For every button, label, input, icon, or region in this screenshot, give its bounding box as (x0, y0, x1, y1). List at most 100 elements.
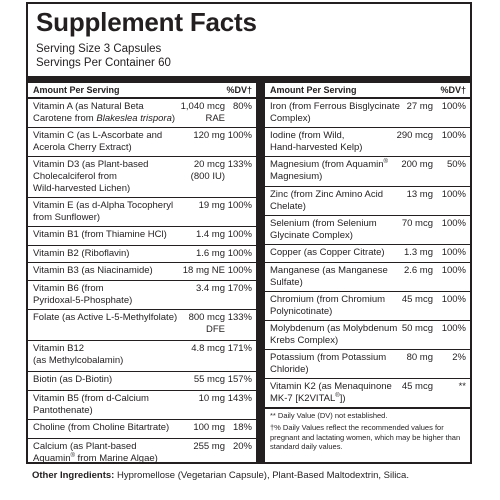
nutrient-name: Choline (from Choline Bitartrate) (33, 422, 169, 434)
nutrient-row: Calcium (as Plant-based Aquamin® from Mar… (28, 439, 256, 467)
nutrient-name-line: Chelate) (270, 201, 306, 212)
nutrient-dv: 50% (446, 159, 466, 170)
nutrient-name: Vitamin B1 (from Thiamine HCl) (33, 229, 167, 241)
nutrient-amount-line: 19 mg (198, 200, 225, 211)
nutrient-name: Vitamin A (as Natural Beta Carotene from … (33, 101, 175, 125)
nutrient-dv: 143% (227, 393, 252, 404)
nutrient-name-line: Chloride) (270, 364, 309, 375)
nutrient-name: Vitamin B5 (from d-Calcium Pantothenate) (33, 393, 149, 417)
nutrient-row: Vitamin K2 (as Menaquinone MK-7 [K2VITAL®… (265, 379, 470, 405)
nutrient-name-line: Choline (from Choline Bitartrate) (33, 422, 170, 433)
nutrient-amount-line: 1.4 mg (195, 229, 225, 240)
nutrient-amount: 2.6 mg (404, 265, 433, 277)
nutrient-dv: 100% (441, 130, 466, 141)
amount-per-serving-heading: Amount Per Serving (33, 85, 120, 95)
nutrient-name: Vitamin D3 (as Plant-based Cholecalcifero… (33, 159, 148, 195)
nutrient-dv: 100% (441, 265, 466, 276)
nutrient-name-line: Iron (from Ferrous Bisglycinate (270, 101, 400, 112)
nutrient-name: Iron (from Ferrous Bisglycinate Complex) (270, 101, 400, 125)
footnote-dv-reference: †% Daily Values reflect the recommended … (270, 423, 461, 451)
nutrient-dv: 18% (232, 422, 252, 433)
nutrient-amount: 19 mg (199, 200, 225, 212)
serving-size: Serving Size 3 Capsules (36, 43, 162, 55)
nutrient-row: Potassium (from Potassium Chloride) 80 mg 2… (265, 350, 470, 379)
nutrient-amount: 50 mcg (402, 323, 433, 335)
nutrient-amount-line: 3.4 mg (195, 283, 225, 294)
nutrient-name-line: Vitamin K2 (as Menaquinone (270, 381, 392, 392)
nutrient-amount: 80 mg (407, 352, 433, 364)
nutrient-name-line: Vitamin C (as L-Ascorbate and (33, 130, 163, 141)
nutrient-amount: 45 mcg (402, 381, 433, 393)
nutrient-amount: 1.4 mg (196, 229, 225, 241)
nutrient-dv: 100% (227, 130, 252, 141)
footnote-rule (265, 407, 470, 409)
nutrient-dv: 100% (441, 294, 466, 305)
nutrient-name: Molybdenum (as Molybdenum Krebs Complex) (270, 323, 397, 347)
column-header: Amount Per Serving %DV† (265, 83, 470, 99)
nutrient-amount: 55 mcg (194, 374, 225, 386)
nutrient-name: Potassium (from Potassium Chloride) (270, 352, 386, 376)
nutrient-row: Iodine (from Wild, Hand-harvested Kelp) 29… (265, 128, 470, 157)
nutrient-dv: 170% (227, 283, 252, 294)
amount-per-serving-heading: Amount Per Serving (270, 85, 357, 95)
nutrient-amount-line: 290 mcg (396, 130, 433, 141)
nutrient-name: Calcium (as Plant-based Aquamin® from Mar… (33, 441, 158, 465)
footnote-dv-not-established: ** Daily Value (DV) not established. (270, 411, 388, 420)
nutrient-dv: 133% (227, 159, 252, 170)
nutrient-row: Vitamin B3 (as Niacinamide) 18 mg NE 100% (28, 263, 256, 281)
nutrient-row: Folate (as Active L-5-Methylfolate) 800 m… (28, 310, 256, 341)
nutrient-amount-line: 18 mg NE (182, 265, 225, 276)
nutrient-name-line: Zinc (from Zinc Amino Acid (270, 189, 383, 200)
nutrient-amount-line: 45 mcg (401, 381, 433, 392)
nutrient-amount: 120 mg (193, 130, 225, 142)
nutrient-name-line: Iodine (from Wild, (270, 130, 345, 141)
nutrient-name: Manganese (as Manganese Sulfate) (270, 265, 388, 289)
nutrient-dv: 133% (227, 312, 252, 323)
nutrient-dv: 100% (227, 200, 252, 211)
nutrient-name-line: Vitamin B2 (Riboflavin) (33, 248, 130, 259)
nutrient-amount-line: 20 mcg (193, 159, 225, 170)
column-header: Amount Per Serving %DV† (28, 83, 256, 99)
nutrient-row: Manganese (as Manganese Sulfate) 2.6 mg 100… (265, 263, 470, 292)
nutrient-dv: 100% (441, 247, 466, 258)
nutrient-name-line: from Sunflower) (33, 212, 101, 223)
nutrient-amount-line: 800 mcg (188, 312, 225, 323)
nutrient-name-line: Complex) (270, 113, 311, 124)
nutrient-name-line: Pantothenate) (33, 405, 93, 416)
nutrient-name-line: Manganese (as Manganese (270, 265, 388, 276)
nutrient-amount-line: (800 IU) (190, 171, 225, 182)
nutrient-name-line: Krebs Complex) (270, 335, 339, 346)
nutrient-row: Zinc (from Zinc Amino Acid Chelate) 13 mg 1… (265, 187, 470, 216)
nutrient-name-line: Cholecalciferol from (33, 171, 117, 182)
nutrient-amount: 255 mg (193, 441, 225, 453)
dv-heading: %DV† (226, 85, 252, 95)
nutrient-name-line: Aquamin® from Marine Algae) (33, 452, 158, 464)
nutrient-row: Molybdenum (as Molybdenum Krebs Complex) 5… (265, 321, 470, 350)
nutrient-amount-line: 55 mcg (193, 374, 225, 385)
nutrient-name: Zinc (from Zinc Amino Acid Chelate) (270, 189, 383, 213)
nutrient-name: Vitamin E (as d-Alpha Tocopheryl from Sun… (33, 200, 173, 224)
nutrient-name-line: Wild-harvested Lichen) (33, 183, 131, 194)
nutrient-name: Selenium (from Selenium Glycinate Complex… (270, 218, 377, 242)
nutrient-amount-line: 13 mg (406, 189, 433, 200)
nutrient-amount-line: 2.6 mg (403, 265, 433, 276)
nutrient-name: Folate (as Active L-5-Methylfolate) (33, 312, 177, 324)
nutrient-amount: 70 mcg (402, 218, 433, 230)
nutrient-name-line: Vitamin B1 (from Thiamine HCl) (33, 229, 167, 240)
nutrient-name-line: MK-7 [K2VITAL®]) (270, 392, 346, 404)
nutrient-row: Vitamin B6 (from Pyridoxal-5-Phosphate) 3.… (28, 281, 256, 310)
nutrient-amount-line: 4.8 mcg (191, 343, 225, 354)
supplement-facts-panel: Supplement Facts Serving Size 3 Capsules… (26, 2, 472, 464)
nutrient-amount: 1.6 mg (196, 248, 225, 260)
nutrient-name-line: Folate (as Active L-5-Methylfolate) (33, 312, 178, 323)
nutrient-amount-line: 1.3 mg (403, 247, 433, 258)
nutrient-amount: 200 mg (401, 159, 433, 171)
nutrient-column-left: Amount Per Serving %DV† Vitamin A (as Na… (28, 83, 256, 464)
nutrient-name-line: Glycinate Complex) (270, 230, 353, 241)
nutrient-row: Vitamin C (as L-Ascorbate and Acerola Che… (28, 128, 256, 157)
nutrient-dv: 100% (227, 248, 252, 259)
nutrient-name: Vitamin B6 (from Pyridoxal-5-Phosphate) (33, 283, 132, 307)
nutrient-row: Choline (from Choline Bitartrate) 100 mg 1… (28, 420, 256, 439)
nutrient-row: Chromium (from Chromium Polynicotinate) 45… (265, 292, 470, 321)
nutrient-dv: 100% (441, 218, 466, 229)
